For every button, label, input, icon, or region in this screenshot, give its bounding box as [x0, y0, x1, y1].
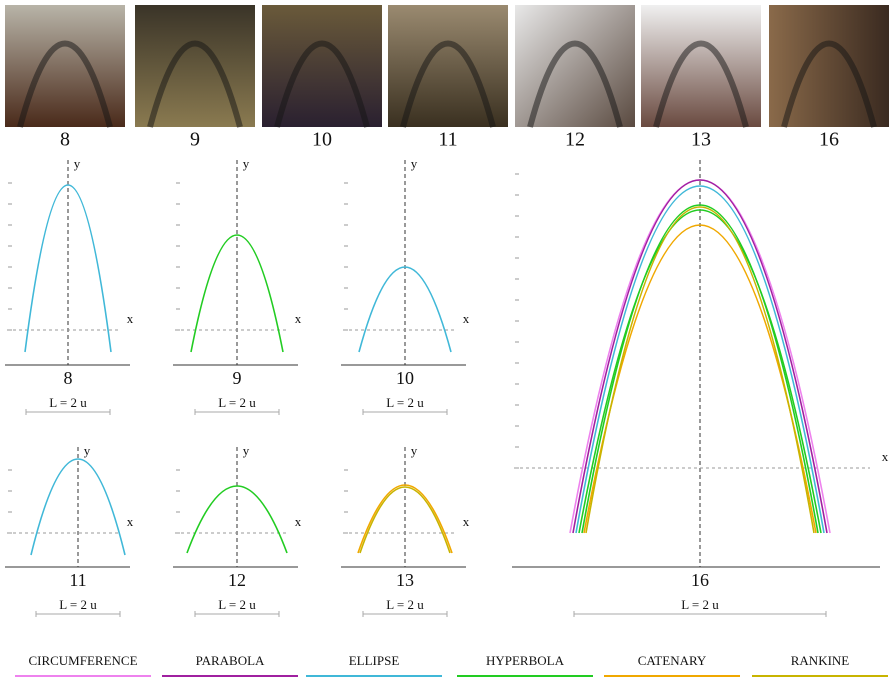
plot-label: 9	[233, 368, 242, 388]
y-axis-label: y	[243, 443, 250, 458]
y-axis-label: y	[243, 156, 250, 171]
photo-label: 9	[190, 129, 200, 151]
scale-label: L = 2 u	[59, 597, 97, 612]
scale-label: L = 2 u	[386, 395, 424, 410]
legend-label: ELLIPSE	[349, 653, 400, 668]
scale-label: L = 2 u	[681, 597, 719, 612]
x-axis-label: x	[463, 311, 470, 326]
plot-label: 13	[396, 570, 414, 590]
x-axis-label: x	[882, 449, 889, 464]
legend-label: HYPERBOLA	[486, 653, 565, 668]
x-axis-label: x	[127, 311, 134, 326]
x-axis-label: x	[463, 514, 470, 529]
plot-label: 8	[64, 368, 73, 388]
scale-label: L = 2 u	[386, 597, 424, 612]
legend-label: CIRCUMFERENCE	[28, 653, 137, 668]
y-axis-label: y	[411, 443, 418, 458]
scale-label: L = 2 u	[49, 395, 87, 410]
plot-label: 16	[691, 570, 709, 590]
y-axis-label: y	[74, 156, 81, 171]
plot-label: 10	[396, 368, 414, 388]
x-axis-label: x	[127, 514, 134, 529]
photo-label: 13	[691, 129, 711, 151]
scale-label: L = 2 u	[218, 395, 256, 410]
photo-label: 16	[819, 129, 839, 151]
scale-label: L = 2 u	[218, 597, 256, 612]
plot-label: 12	[228, 570, 246, 590]
y-axis-label: y	[411, 156, 418, 171]
x-axis-label: x	[295, 311, 302, 326]
plot-label: 11	[69, 570, 86, 590]
y-axis-label: y	[84, 443, 91, 458]
photo-label: 10	[312, 129, 332, 151]
photo-label: 8	[60, 129, 70, 151]
legend-label: PARABOLA	[196, 653, 265, 668]
photo-label: 12	[565, 129, 585, 151]
photo-label: 11	[438, 129, 457, 151]
figure: 8 9 10 11 12 13 16 y x 8 L = 2 u y x 9 L = 2 u y x 10 L = …	[0, 0, 889, 677]
legend-label: RANKINE	[791, 653, 850, 668]
x-axis-label: x	[295, 514, 302, 529]
legend-label: CATENARY	[638, 653, 707, 668]
